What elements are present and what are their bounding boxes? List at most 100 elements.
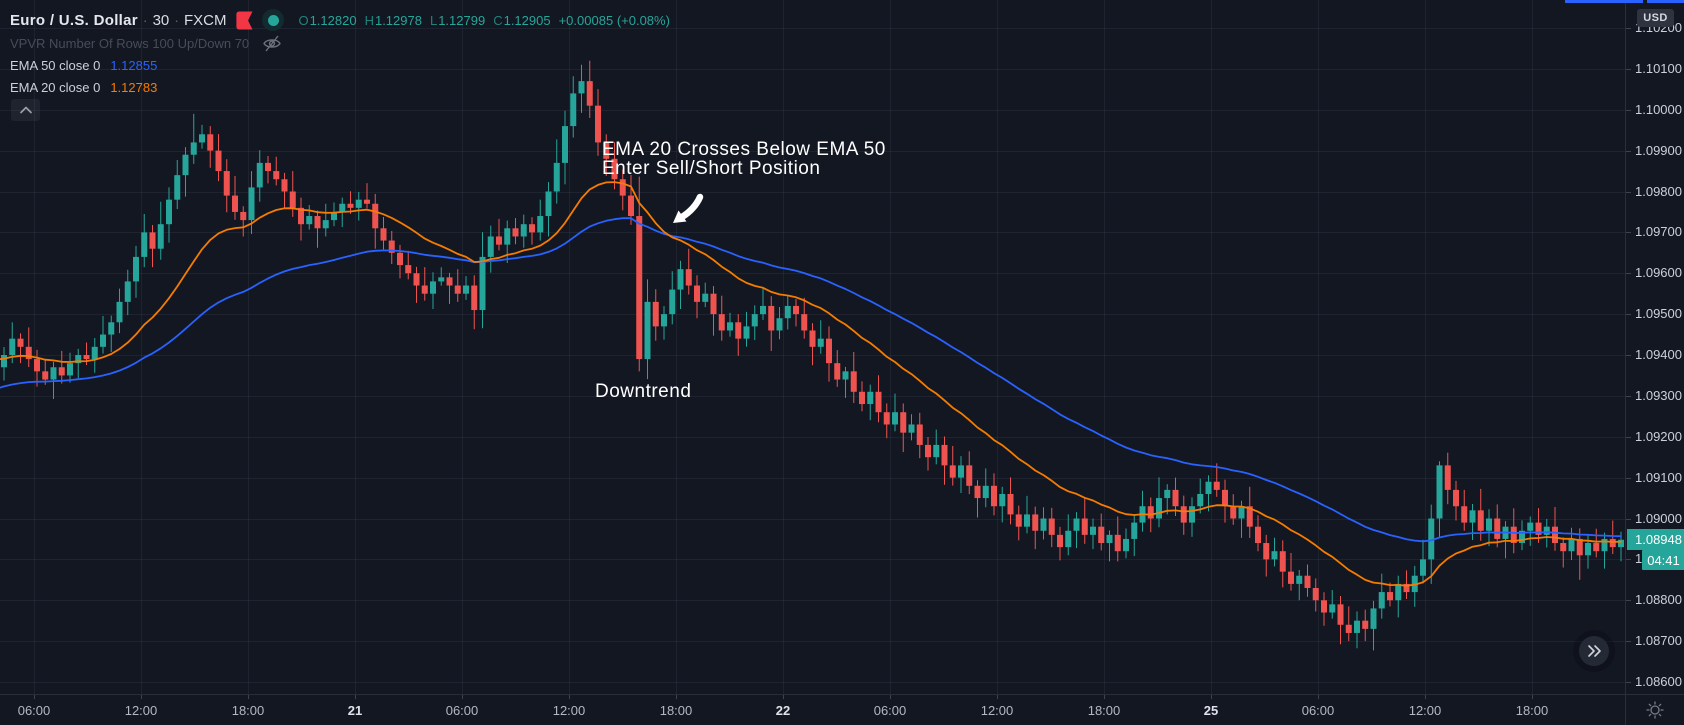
scroll-to-recent-button[interactable] bbox=[1579, 636, 1609, 666]
chevron-up-icon bbox=[19, 106, 32, 114]
price-tick-label: 1.09200 bbox=[1635, 429, 1682, 444]
current-price-label: 1.08948 bbox=[1627, 529, 1684, 550]
time-tick-label: 06:00 bbox=[445, 703, 479, 718]
interval-label[interactable]: 30 bbox=[152, 11, 170, 29]
price-tick-label: 1.09000 bbox=[1635, 511, 1682, 526]
time-tick-label: 12:00 bbox=[552, 703, 586, 718]
price-tick-mark bbox=[1626, 519, 1631, 520]
price-axis[interactable]: 1.10200 1.10100 1.10000 1.09900 1.09800 1.097… bbox=[1625, 0, 1684, 694]
bar-countdown-label: 04:41 bbox=[1642, 550, 1684, 570]
open-value: O1.12820 bbox=[298, 12, 357, 28]
annotation-ema-crossover: EMA 20 Crosses Below EMA 50 Enter Sell/S… bbox=[602, 139, 886, 179]
price-tick-mark bbox=[1626, 396, 1631, 397]
price-tick-mark bbox=[1626, 355, 1631, 356]
time-tick-label: 18:00 bbox=[1515, 703, 1549, 718]
annotation-crossover-line2: Enter Sell/Short Position bbox=[602, 157, 821, 179]
symbol-title[interactable]: Euro / U.S. Dollar bbox=[10, 11, 138, 29]
time-tick-label: 06:00 bbox=[17, 703, 51, 718]
price-tick-label: 1.09400 bbox=[1635, 347, 1682, 362]
price-tick-label: 1.10100 bbox=[1635, 61, 1682, 76]
price-tick-label: 1.10000 bbox=[1635, 102, 1682, 117]
price-tick-label: 1.08800 bbox=[1635, 592, 1682, 607]
price-tick-label: 1.09300 bbox=[1635, 388, 1682, 403]
ema50-value: 1.12855 bbox=[110, 57, 158, 73]
time-tick-mark bbox=[141, 695, 142, 699]
ohlc-readout: O1.12820 H1.12978 L1.12799 C1.12905 +0.0… bbox=[298, 13, 669, 28]
time-tick-label: 12:00 bbox=[1408, 703, 1442, 718]
time-axis[interactable]: 06:00 12:00 18:00 21 06:00 12:00 18:00 22 06:00 1… bbox=[0, 694, 1684, 725]
indicator-row-ema20[interactable]: EMA 20 close 0 1.12783 bbox=[10, 78, 157, 96]
time-tick-label: 06:00 bbox=[1301, 703, 1335, 718]
top-accent-bar bbox=[1647, 0, 1684, 3]
price-tick-label: 1.08600 bbox=[1635, 674, 1682, 689]
price-tick-mark bbox=[1626, 151, 1631, 152]
price-tick-label: 1.08700 bbox=[1635, 633, 1682, 648]
exchange-label[interactable]: FXCM bbox=[183, 11, 227, 29]
indicator-row-vpvr[interactable]: VPVR Number Of Rows 100 Up/Down 70 bbox=[10, 34, 282, 52]
axis-settings-corner[interactable] bbox=[1625, 694, 1684, 725]
time-tick-mark bbox=[997, 695, 998, 699]
vpvr-label: VPVR Number Of Rows 100 Up/Down 70 bbox=[10, 35, 250, 51]
ema50-label: EMA 50 close 0 bbox=[10, 57, 101, 73]
time-tick-label: 06:00 bbox=[873, 703, 907, 718]
price-tick-mark bbox=[1626, 682, 1631, 683]
price-tick-mark bbox=[1626, 478, 1631, 479]
price-tick-label: 1.09900 bbox=[1635, 143, 1682, 158]
currency-badge: USD bbox=[1637, 9, 1674, 27]
time-tick-mark bbox=[1104, 695, 1105, 699]
time-tick-label: 18:00 bbox=[1087, 703, 1121, 718]
indicator-row-ema50[interactable]: EMA 50 close 0 1.12855 bbox=[10, 56, 157, 74]
price-tick-label: 1.09700 bbox=[1635, 224, 1682, 239]
time-tick-mark bbox=[34, 695, 35, 699]
price-tick-label: 1.09100 bbox=[1635, 470, 1682, 485]
time-tick-label: 12:00 bbox=[980, 703, 1014, 718]
market-status-icon[interactable] bbox=[262, 9, 285, 31]
time-tick-label: 21 bbox=[347, 703, 363, 718]
sun-settings-icon bbox=[1646, 701, 1664, 719]
time-tick-mark bbox=[248, 695, 249, 699]
candlestick-chart[interactable] bbox=[0, 0, 1625, 694]
price-tick-mark bbox=[1626, 28, 1631, 29]
time-tick-mark bbox=[890, 695, 891, 699]
time-tick-mark bbox=[355, 695, 356, 699]
time-tick-label: 25 bbox=[1203, 703, 1219, 718]
high-value: H1.12978 bbox=[364, 12, 422, 28]
time-tick-mark bbox=[1425, 695, 1426, 699]
price-tick-label: 1.09600 bbox=[1635, 265, 1682, 280]
time-tick-mark bbox=[676, 695, 677, 699]
separator-dot: · bbox=[174, 12, 179, 28]
price-tick-mark bbox=[1626, 600, 1631, 601]
price-tick-mark bbox=[1626, 437, 1631, 438]
price-tick-mark bbox=[1626, 232, 1631, 233]
price-tick-mark bbox=[1626, 69, 1631, 70]
time-tick-mark bbox=[569, 695, 570, 699]
symbol-row: Euro / U.S. Dollar · 30 · FXCM O1.12820 … bbox=[10, 9, 670, 31]
time-tick-mark bbox=[462, 695, 463, 699]
change-value: +0.00085 (+0.08%) bbox=[558, 12, 670, 28]
time-tick-label: 18:00 bbox=[659, 703, 693, 718]
annotation-downtrend: Downtrend bbox=[595, 381, 692, 402]
ema20-label: EMA 20 close 0 bbox=[10, 79, 101, 95]
time-tick-mark bbox=[1532, 695, 1533, 699]
top-accent-bar bbox=[1565, 0, 1643, 3]
price-tick-mark bbox=[1626, 559, 1631, 560]
price-tick-mark bbox=[1626, 641, 1631, 642]
price-tick-label: 1.09800 bbox=[1635, 184, 1682, 199]
visibility-off-icon[interactable] bbox=[262, 34, 282, 53]
time-tick-label: 12:00 bbox=[124, 703, 158, 718]
ema20-value: 1.12783 bbox=[110, 79, 158, 95]
down-left-arrow-icon bbox=[673, 193, 704, 223]
price-tick-mark bbox=[1626, 273, 1631, 274]
price-tick-mark bbox=[1626, 314, 1631, 315]
price-tick-mark bbox=[1626, 192, 1631, 193]
low-value: L1.12799 bbox=[429, 12, 486, 28]
flag-icon[interactable] bbox=[236, 11, 253, 30]
separator-dot: · bbox=[142, 12, 148, 28]
time-tick-label: 18:00 bbox=[231, 703, 265, 718]
close-value: C1.12905 bbox=[493, 12, 551, 28]
time-tick-mark bbox=[783, 695, 784, 699]
annotation-crossover-line1: EMA 20 Crosses Below EMA 50 bbox=[602, 139, 886, 160]
collapse-legend-button[interactable] bbox=[11, 99, 40, 121]
price-tick-label: 1.09500 bbox=[1635, 306, 1682, 321]
